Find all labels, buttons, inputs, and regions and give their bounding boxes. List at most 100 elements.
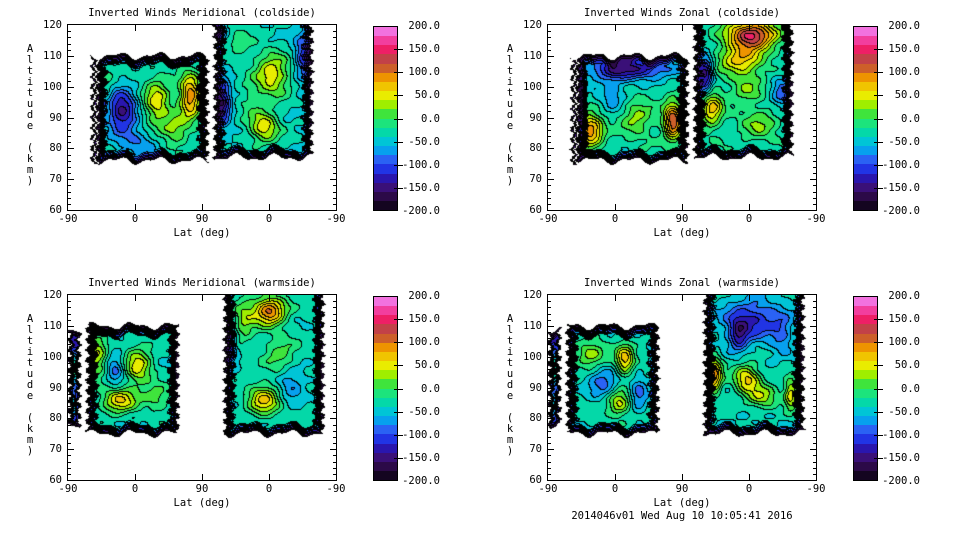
colorbar-label: 0.0: [421, 112, 440, 125]
x-tick: [269, 204, 270, 210]
colorbar-label: 100.0: [888, 336, 920, 349]
y-tick: [330, 357, 336, 358]
colorbar-band: [854, 470, 877, 481]
y-tick: [330, 56, 336, 57]
y-tick: [548, 326, 554, 327]
y-tick-label: 80: [529, 412, 542, 424]
y-tick: [548, 412, 551, 413]
y-tick-label: 90: [49, 382, 62, 394]
colorbar-band: [854, 379, 877, 389]
y-tick: [68, 81, 71, 82]
x-tick-label: 0: [611, 213, 619, 225]
x-tick: [269, 295, 270, 301]
x-tick: [135, 474, 136, 480]
colorbar-band: [854, 388, 877, 398]
y-tick: [333, 68, 336, 69]
y-tick: [548, 314, 551, 315]
colorbar-band: [374, 63, 397, 73]
y-tick: [548, 31, 551, 32]
y-tick: [813, 155, 816, 156]
colorbar-band: [374, 388, 397, 398]
y-tick: [810, 418, 816, 419]
colorbar-label: 50.0: [894, 359, 920, 372]
y-tick: [330, 326, 336, 327]
colorbar-label: -150.0: [882, 451, 920, 464]
colorbar-band: [374, 306, 397, 316]
colorbar-band: [374, 297, 397, 307]
y-tick: [68, 192, 71, 193]
x-tick: [135, 295, 136, 301]
y-tick: [548, 37, 551, 38]
y-tick: [548, 301, 551, 302]
x-axis-label: Lat (deg): [173, 227, 231, 239]
y-tick: [548, 468, 551, 469]
y-tick: [333, 192, 336, 193]
colorbar-tick: [874, 165, 883, 166]
colorbar-band: [854, 136, 877, 147]
y-tick: [333, 474, 336, 475]
y-tick-label: 100: [523, 81, 542, 93]
colorbar-band: [854, 182, 877, 192]
y-tick: [68, 431, 71, 432]
y-tick: [548, 74, 551, 75]
x-tick: [202, 204, 203, 210]
y-tick: [68, 338, 71, 339]
y-tick: [813, 338, 816, 339]
x-tick: [682, 204, 683, 210]
y-tick: [333, 443, 336, 444]
y-tick: [548, 363, 551, 364]
y-tick-label: 90: [529, 382, 542, 394]
y-tick: [333, 142, 336, 143]
colorbar-band: [374, 370, 397, 380]
y-tick: [813, 50, 816, 51]
y-tick: [548, 455, 551, 456]
y-tick: [333, 105, 336, 106]
y-tick: [68, 332, 71, 333]
colorbar-tick: [874, 72, 883, 73]
y-tick: [548, 344, 551, 345]
y-tick: [548, 56, 554, 57]
y-tick: [330, 118, 336, 119]
colorbar-label: -100.0: [402, 428, 440, 441]
colorbar-band: [854, 72, 877, 82]
y-tick: [813, 455, 816, 456]
colorbar-tick: [394, 319, 403, 320]
colorbar-label: 100.0: [408, 336, 440, 349]
y-tick: [333, 37, 336, 38]
colorbar-band: [374, 54, 397, 64]
colorbar-band: [854, 100, 877, 110]
y-tick: [548, 443, 551, 444]
colorbar-label: 50.0: [414, 89, 440, 102]
colorbar-band: [374, 45, 397, 55]
colorbar-label: -150.0: [402, 181, 440, 194]
colorbar-tick: [874, 188, 883, 189]
y-tick: [813, 93, 816, 94]
y-tick: [548, 81, 551, 82]
y-tick: [548, 449, 554, 450]
colorbar-band: [374, 191, 397, 201]
y-tick: [68, 326, 74, 327]
y-tick-label: 110: [43, 50, 62, 62]
y-tick: [68, 351, 71, 352]
x-tick: [615, 25, 616, 31]
y-tick: [333, 425, 336, 426]
y-tick: [68, 314, 71, 315]
contour-field: [68, 295, 336, 480]
colorbar-band: [374, 434, 397, 444]
y-tick: [813, 105, 816, 106]
y-tick: [68, 301, 71, 302]
colorbar-band: [374, 452, 397, 462]
colorbar-label: -200.0: [882, 475, 920, 487]
colorbar-band: [374, 406, 397, 417]
y-tick: [810, 118, 816, 119]
y-tick: [813, 81, 816, 82]
y-tick: [548, 130, 551, 131]
y-tick: [333, 198, 336, 199]
colorbar-band: [374, 361, 397, 371]
colorbar-band: [854, 361, 877, 371]
y-tick: [333, 320, 336, 321]
y-tick-label: 90: [49, 112, 62, 124]
